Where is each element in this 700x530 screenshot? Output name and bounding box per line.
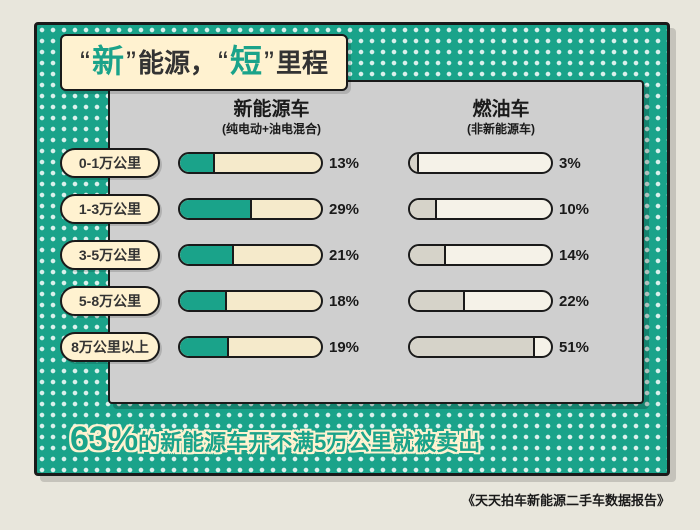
nev-bar-track xyxy=(178,244,323,266)
nev-pct-label: 19% xyxy=(329,339,371,356)
category-pill: 3-5万公里 xyxy=(60,240,160,270)
fuel-bar-group: 10% xyxy=(408,198,601,220)
nev-bar-track xyxy=(178,198,323,220)
highlight-pct: 63% xyxy=(70,420,138,458)
nev-bar-fill xyxy=(180,154,215,172)
fuel-bar-fill xyxy=(410,292,465,310)
source-line: 《天天拍车新能源二手车数据报告》 xyxy=(462,490,670,509)
chart-row: 5-8万公里 xyxy=(60,286,160,316)
fuel-bar-track xyxy=(408,336,553,358)
col-header-fuel-label: 燃油车 xyxy=(472,99,529,120)
nev-pct-label: 13% xyxy=(329,155,371,172)
fuel-pct-label: 10% xyxy=(559,201,601,218)
category-pill: 0-1万公里 xyxy=(60,148,160,178)
nev-bar-group: 18% xyxy=(178,290,371,312)
highlight-text: 的新能源车开不满5万公里就被卖出 xyxy=(138,430,480,455)
chart-row: 8万公里以上 xyxy=(60,332,160,362)
fuel-bar-fill xyxy=(410,154,419,172)
fuel-bar-fill xyxy=(410,200,437,218)
quote-open-2: “ xyxy=(218,45,228,81)
quote-close-2: ” xyxy=(264,45,274,81)
nev-pct-label: 21% xyxy=(329,247,371,264)
nev-pct-label: 18% xyxy=(329,293,371,310)
nev-bar-group: 29% xyxy=(178,198,371,220)
fuel-bar-group: 51% xyxy=(408,336,601,358)
title-text-1: 能源， xyxy=(138,48,216,79)
category-pill: 5-8万公里 xyxy=(60,286,160,316)
quote-close-1: ” xyxy=(126,45,136,81)
col-header-fuel: 燃油车 (非新能源车) xyxy=(467,94,535,137)
fuel-pct-label: 3% xyxy=(559,155,601,172)
nev-pct-label: 29% xyxy=(329,201,371,218)
title-pill: “ 新 ” 能源， “ 短 ” 里程 xyxy=(60,34,348,91)
fuel-bar-track xyxy=(408,152,553,174)
nev-bar-track xyxy=(178,152,323,174)
nev-bar-group: 19% xyxy=(178,336,371,358)
nev-bar-fill xyxy=(180,338,229,356)
col-header-fuel-sub: (非新能源车) xyxy=(467,120,535,137)
col-header-nev-sub: (纯电动+油电混合) xyxy=(222,120,321,137)
fuel-bar-group: 3% xyxy=(408,152,601,174)
fuel-pct-label: 14% xyxy=(559,247,601,264)
chart-row: 1-3万公里 xyxy=(60,194,160,224)
fuel-bar-fill xyxy=(410,246,446,264)
nev-bar-fill xyxy=(180,246,234,264)
col-header-nev-label: 新能源车 xyxy=(234,99,310,120)
nev-bar-fill xyxy=(180,292,227,310)
category-pill: 8万公里以上 xyxy=(60,332,160,362)
nev-bar-track xyxy=(178,290,323,312)
category-pill: 1-3万公里 xyxy=(60,194,160,224)
quote-open-1: “ xyxy=(80,45,90,81)
title-text-2: 里程 xyxy=(276,48,328,79)
title-keyword-2: 短 xyxy=(230,42,262,80)
title-keyword-1: 新 xyxy=(92,42,124,80)
fuel-bar-group: 22% xyxy=(408,290,601,312)
chart-row: 3-5万公里 xyxy=(60,240,160,270)
fuel-bar-group: 14% xyxy=(408,244,601,266)
nev-bar-track xyxy=(178,336,323,358)
fuel-bar-track xyxy=(408,290,553,312)
chart-row: 0-1万公里 xyxy=(60,148,160,178)
nev-bar-fill xyxy=(180,200,252,218)
fuel-bar-track xyxy=(408,198,553,220)
fuel-pct-label: 22% xyxy=(559,293,601,310)
highlight-line: 63%的新能源车开不满5万公里就被卖出 xyxy=(70,420,660,459)
fuel-bar-fill xyxy=(410,338,535,356)
fuel-bar-track xyxy=(408,244,553,266)
nev-bar-group: 13% xyxy=(178,152,371,174)
fuel-pct-label: 51% xyxy=(559,339,601,356)
col-header-nev: 新能源车 (纯电动+油电混合) xyxy=(222,94,321,137)
nev-bar-group: 21% xyxy=(178,244,371,266)
